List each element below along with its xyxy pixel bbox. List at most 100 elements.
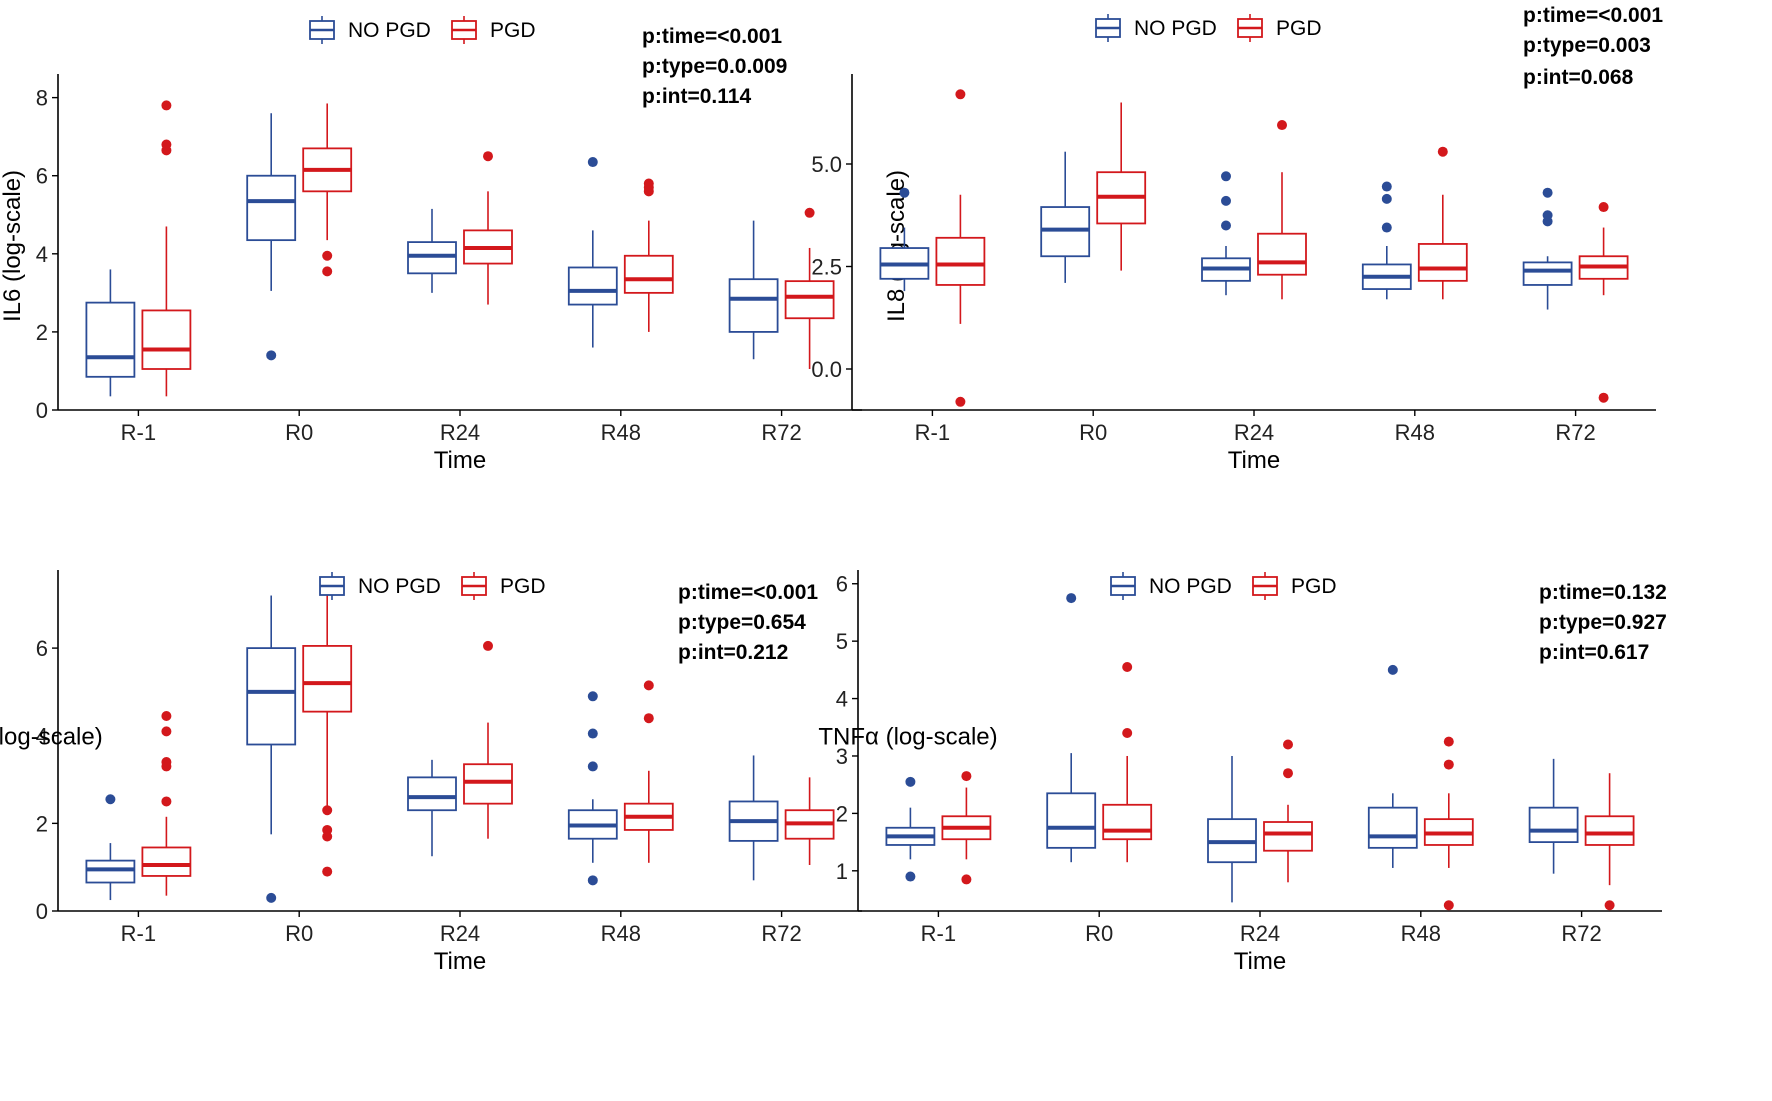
- panel-il10: 0 2 4 6 R-1 R0 R24 R48 R72 Time IL10 (log-scale) NO…: [0, 556, 880, 1101]
- outlier-point: [1221, 195, 1231, 206]
- pgd-box-R24: [1263, 739, 1313, 883]
- outlier-point: [961, 874, 972, 885]
- no-pgd-box-R24: [407, 208, 457, 293]
- x-tick-label: R0: [285, 420, 313, 445]
- no-pgd-box-R72: [1522, 187, 1573, 310]
- legend-label: PGD: [1291, 575, 1337, 598]
- outlier-point: [1122, 661, 1133, 672]
- outlier-point: [643, 680, 654, 691]
- y-tick-label: 4: [36, 242, 48, 267]
- y-tick-label: 2: [836, 801, 848, 826]
- no-pgd-box-R48: [1367, 664, 1418, 868]
- x-tick-label: R48: [601, 921, 641, 946]
- legend-no-pgd: NO PGD: [309, 16, 431, 44]
- legend-label: NO PGD: [1134, 17, 1217, 40]
- outlier-point: [899, 187, 910, 198]
- pgd-box-R48: [1417, 146, 1468, 300]
- box-iqr: [623, 254, 674, 294]
- pvalue-time: p:time=<0.001: [1523, 4, 1664, 27]
- x-tick-label: R-1: [921, 921, 956, 946]
- pgd-box-R0: [302, 103, 353, 277]
- outlier-point: [587, 691, 598, 702]
- box-iqr: [1046, 792, 1097, 849]
- box-iqr: [85, 301, 136, 378]
- pvalue-int: p:int=0.212: [678, 641, 789, 664]
- outlier-point: [1542, 187, 1553, 198]
- box-iqr: [246, 174, 297, 242]
- outlier-point: [643, 713, 654, 724]
- x-tick-label: R24: [440, 921, 480, 946]
- no-pgd-box-R-1: [879, 187, 930, 292]
- box-iqr: [1257, 232, 1307, 276]
- y-axis-title: IL6 (log-scale): [0, 170, 26, 322]
- outlier-point: [322, 824, 333, 835]
- outlier-point: [1437, 146, 1448, 157]
- box-iqr: [463, 763, 513, 805]
- no-pgd-box-R0: [246, 113, 297, 361]
- pgd-box-R-1: [935, 89, 986, 407]
- x-axis-title: Time: [1228, 447, 1280, 474]
- outlier-point: [804, 207, 815, 218]
- no-pgd-box-R24: [1207, 755, 1257, 903]
- il10-chart: 0 2 4 6 R-1 R0 R24 R48 R72 Time IL10 (log-scale) NO…: [0, 570, 862, 975]
- outlier-point: [587, 728, 598, 739]
- pgd-box-R-1: [141, 100, 192, 397]
- outlier-point: [322, 805, 333, 816]
- pvalue-int: p:int=0.617: [1539, 641, 1650, 664]
- outlier-point: [1221, 171, 1231, 182]
- y-tick-label: 6: [36, 164, 48, 189]
- no-pgd-box-R48: [1361, 181, 1412, 300]
- box-iqr: [1528, 806, 1579, 844]
- box-iqr: [1522, 261, 1573, 286]
- y-tick-label: 6: [836, 572, 848, 597]
- no-pgd-box-R-1: [85, 269, 136, 397]
- outlier-point: [961, 771, 972, 782]
- outlier-point: [587, 157, 598, 168]
- y-tick-label: 5.0: [811, 152, 842, 177]
- no-pgd-box-R72: [728, 755, 779, 881]
- outlier-point: [1283, 768, 1293, 779]
- box-iqr: [1040, 206, 1091, 258]
- legend-label: PGD: [490, 19, 536, 42]
- y-tick-label: 2.5: [811, 255, 842, 280]
- outlier-point: [1122, 728, 1133, 739]
- legend-label: PGD: [500, 575, 546, 598]
- outlier-point: [587, 761, 598, 772]
- y-tick-label: 0.0: [811, 357, 842, 382]
- outlier-point: [643, 178, 654, 189]
- legend-pgd: PGD: [1252, 572, 1337, 600]
- y-tick-label: 2: [36, 320, 48, 345]
- box-iqr: [407, 776, 457, 812]
- x-tick-label: R-1: [915, 420, 950, 445]
- pvalue-type: p:type=0.927: [1539, 611, 1667, 634]
- outlier-point: [1381, 181, 1392, 192]
- y-tick-label: 8: [36, 86, 48, 111]
- pgd-box-R24: [463, 151, 513, 305]
- outlier-point: [1542, 210, 1553, 221]
- y-tick-label: 0: [36, 398, 48, 423]
- box-iqr: [1584, 815, 1635, 846]
- box-iqr: [141, 846, 192, 877]
- x-tick-label: R72: [761, 420, 801, 445]
- panel-il8: 0.0 2.5 5.0 R-1 R0 R24 R48 R72 Time IL8 (log-scal…: [811, 0, 1772, 545]
- outlier-point: [955, 89, 966, 100]
- outlier-point: [105, 794, 116, 805]
- box-iqr: [1102, 803, 1153, 841]
- outlier-point: [905, 871, 916, 882]
- legend-pgd: PGD: [1237, 14, 1322, 42]
- box-iqr: [1417, 243, 1468, 282]
- pgd-box-R0: [1102, 661, 1153, 863]
- box-iqr: [246, 647, 297, 746]
- x-tick-label: R0: [1079, 420, 1107, 445]
- outlier-point: [266, 892, 277, 903]
- outlier-point: [1066, 593, 1077, 604]
- y-tick-label: 1: [836, 859, 848, 884]
- box-iqr: [728, 278, 779, 333]
- y-axis-title: IL10 (log-scale): [0, 724, 103, 751]
- box-iqr: [1263, 821, 1313, 852]
- outlier-point: [1221, 220, 1231, 231]
- y-tick-label: 4: [836, 687, 848, 712]
- x-tick-label: R24: [1240, 921, 1280, 946]
- outlier-point: [161, 100, 172, 111]
- box-iqr: [935, 236, 986, 286]
